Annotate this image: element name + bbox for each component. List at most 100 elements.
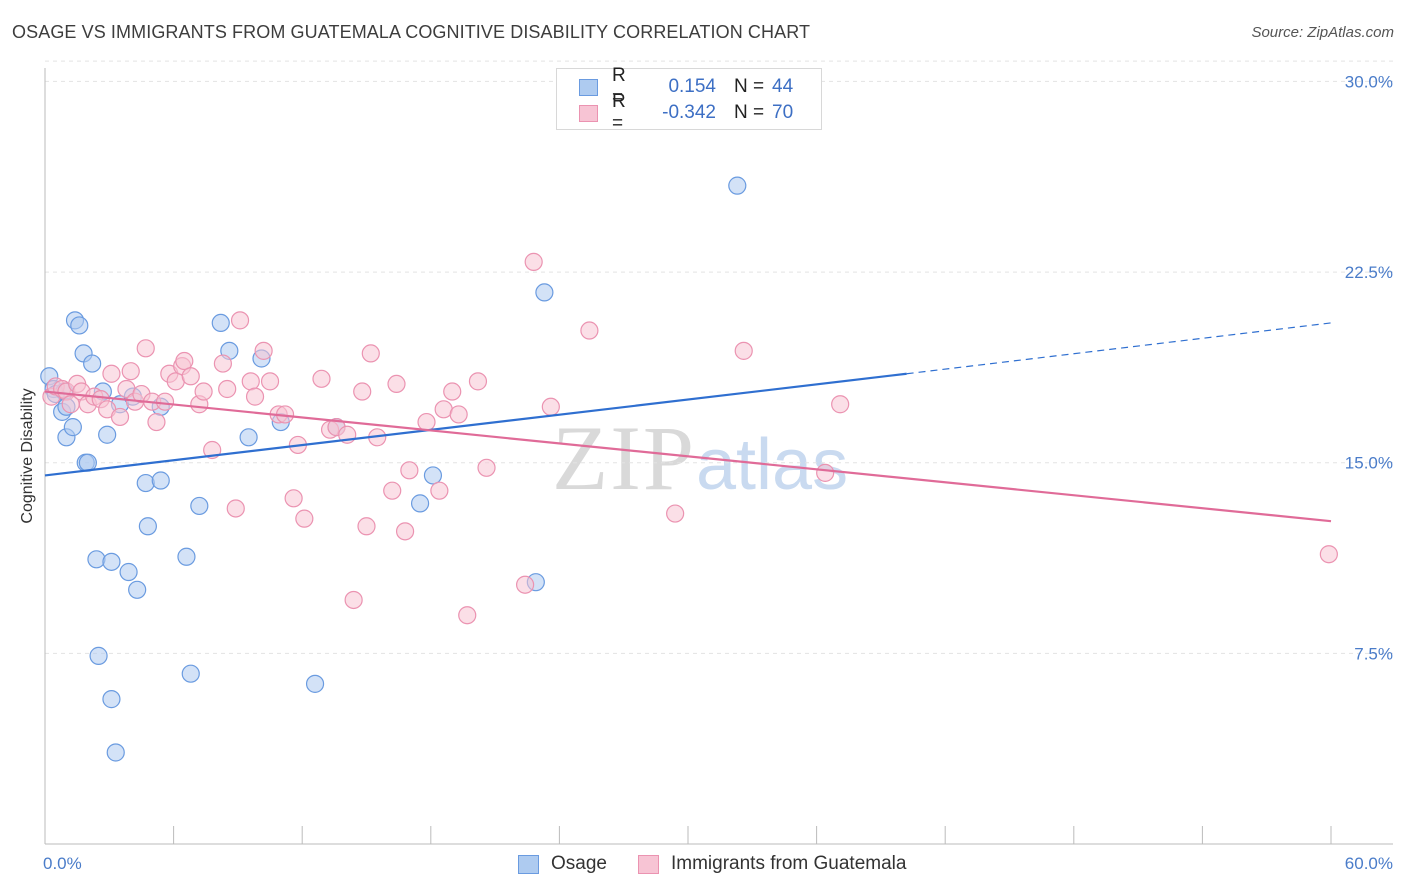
- osage-point: [87, 550, 106, 569]
- guatemala-point: [524, 252, 543, 271]
- data-points: [40, 176, 1338, 762]
- osage-point: [423, 466, 443, 485]
- legend-item-guatemala[interactable]: Immigrants from Guatemala: [638, 851, 906, 877]
- guatemala-point: [295, 509, 314, 528]
- guatemala-point: [147, 412, 166, 432]
- guatemala-point: [226, 499, 245, 518]
- osage-point: [83, 354, 102, 373]
- guatemala-point: [395, 522, 415, 541]
- osage-point: [181, 664, 200, 683]
- osage-swatch: [579, 78, 598, 96]
- guatemala-swatch: [579, 104, 598, 122]
- x-tick-label: 60.0%: [1345, 854, 1393, 873]
- legend-label: Immigrants from Guatemala: [671, 853, 907, 874]
- guatemala-point: [443, 382, 462, 401]
- guatemala-point: [580, 321, 599, 340]
- osage-point: [106, 743, 125, 762]
- guatemala-point: [175, 351, 194, 371]
- chart-title: OSAGE VS IMMIGRANTS FROM GUATEMALA COGNI…: [12, 22, 811, 42]
- n-label: N =: [734, 76, 765, 97]
- osage-point: [70, 316, 89, 335]
- guatemala-point: [121, 362, 140, 381]
- guatemala-point: [458, 606, 477, 625]
- guatemala-point: [541, 397, 560, 416]
- osage-trend-line: [44, 372, 907, 477]
- guatemala-point: [516, 575, 535, 594]
- guatemala-point: [816, 463, 835, 482]
- y-tick-label: 7.5%: [1354, 644, 1393, 663]
- legend-label: Osage: [551, 853, 607, 874]
- axes: [44, 68, 1393, 845]
- guatemala-point: [194, 382, 213, 401]
- y-tick-label: 30.0%: [1345, 72, 1393, 91]
- guatemala-point: [666, 504, 685, 523]
- osage-point: [119, 562, 138, 582]
- osage-point: [63, 418, 82, 437]
- r-label: R =: [612, 91, 626, 134]
- osage-point: [128, 580, 147, 599]
- guatemala-point: [260, 372, 280, 391]
- source-label: Source: ZipAtlas.com: [1251, 24, 1394, 41]
- n-label: N =: [734, 102, 765, 123]
- osage-point: [211, 313, 230, 333]
- guatemala-point: [230, 311, 250, 330]
- series-legend: Osage Immigrants from Guatemala: [0, 851, 1406, 877]
- osage-point: [138, 517, 157, 536]
- guatemala-point: [181, 367, 200, 386]
- guatemala-point: [312, 369, 331, 388]
- guatemala-point: [361, 344, 380, 363]
- guatemala-point: [734, 341, 753, 360]
- osage-trend-extension: [906, 322, 1332, 375]
- guatemala-point: [1319, 545, 1338, 564]
- osage-point: [98, 425, 117, 444]
- stats-legend-row-guatemala: R = -0.342 N = 70: [579, 91, 794, 134]
- x-tick-label: 0.0%: [43, 854, 82, 873]
- guatemala-point: [254, 341, 273, 360]
- osage-point: [136, 473, 155, 493]
- guatemala-point: [387, 374, 406, 394]
- guatemala-point: [468, 372, 488, 391]
- trend-lines: [44, 322, 1332, 523]
- tick-labels: 7.5% 15.0% 22.5% 30.0% 0.0% 60.0%: [43, 72, 1393, 873]
- osage-point: [89, 646, 108, 665]
- guatemala-point: [136, 339, 155, 358]
- n-value: 70: [772, 102, 794, 123]
- osage-point: [102, 690, 121, 709]
- guatemala-point: [383, 481, 402, 500]
- n-value: 44: [772, 76, 794, 97]
- osage-point: [535, 283, 554, 302]
- guatemala-point: [477, 458, 496, 477]
- r-label: R =: [612, 65, 626, 108]
- osage-point: [728, 176, 747, 195]
- guatemala-point: [213, 354, 232, 373]
- guatemala-point: [430, 481, 449, 500]
- guatemala-point: [102, 364, 121, 383]
- osage-swatch: [518, 854, 539, 874]
- guatemala-point: [449, 405, 468, 424]
- osage-point: [410, 494, 430, 513]
- guatemala-swatch: [638, 854, 659, 874]
- legend-item-osage[interactable]: Osage: [518, 851, 607, 877]
- osage-point: [177, 547, 196, 566]
- guatemala-point: [831, 395, 850, 414]
- guatemala-point: [417, 412, 436, 432]
- guatemala-point: [357, 517, 376, 536]
- guatemala-point: [344, 590, 363, 610]
- osage-point: [102, 552, 121, 571]
- y-tick-label: 22.5%: [1345, 263, 1393, 282]
- guatemala-point: [284, 489, 303, 508]
- guatemala-point: [353, 382, 372, 401]
- stats-legend: R = 0.154 N = 44 R = -0.342 N = 70: [556, 65, 822, 134]
- y-tick-label: 15.0%: [1345, 454, 1393, 473]
- guatemala-point: [241, 372, 260, 391]
- guatemala-point: [245, 387, 265, 406]
- guatemala-point: [400, 461, 419, 480]
- r-value: -0.342: [662, 102, 716, 123]
- osage-point: [239, 428, 258, 447]
- guatemala-point: [218, 379, 237, 399]
- osage-point: [305, 674, 325, 693]
- guatemala-trend-line: [44, 390, 1332, 523]
- r-value: 0.154: [668, 76, 716, 97]
- stats-legend-row-osage: R = 0.154 N = 44: [579, 65, 794, 108]
